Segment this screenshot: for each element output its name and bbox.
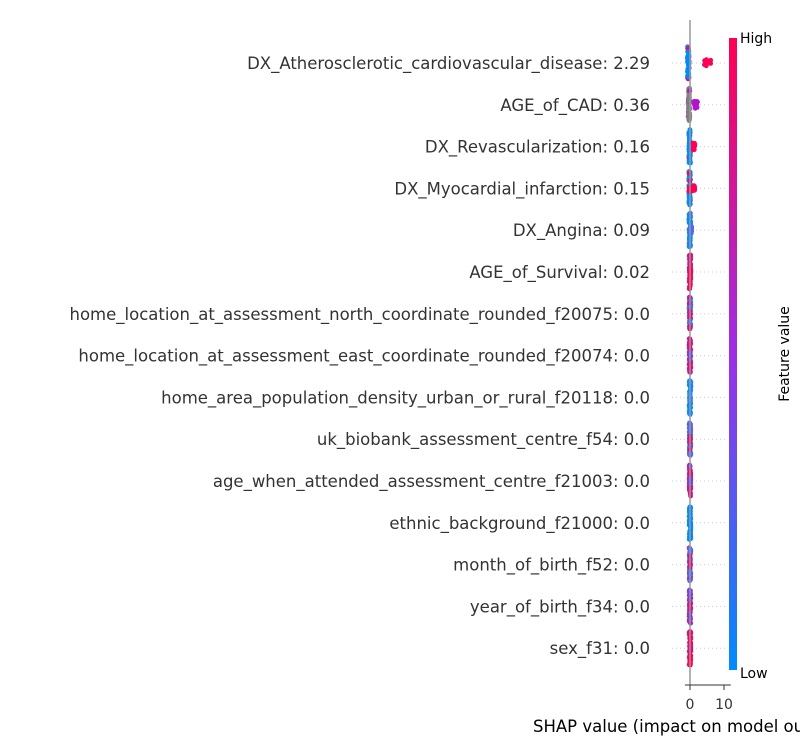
shap-point [688,384,694,389]
feature-label: AGE_of_CAD: 0.36 [500,96,650,116]
shap-point [686,61,692,66]
feature-label: age_when_attended_assessment_centre_f210… [213,472,650,492]
x-axis-ticks: 0 10 [686,685,733,713]
feature-label: uk_biobank_assessment_centre_f54: 0.0 [317,430,650,450]
shap-point [686,211,692,217]
feature-label: year_of_birth_f34: 0.0 [470,597,650,617]
feature-label: sex_f31: 0.0 [550,639,650,659]
shap-point [686,662,692,668]
feature-label: DX_Atherosclerotic_cardiovascular_diseas… [247,54,650,74]
shap-point [708,57,714,63]
feature-label: month_of_birth_f52: 0.0 [453,556,650,576]
shap-point [704,58,710,64]
shap-point [686,131,692,137]
shap-point [686,300,692,306]
feature-label: DX_Revascularization: 0.16 [425,138,650,158]
shap-point [690,146,696,152]
shap-point [688,547,694,553]
feature-label: AGE_of_Survival: 0.02 [469,263,650,283]
colorbar-low-label: Low [740,666,768,682]
shap-point [686,278,692,284]
colorbar [729,38,737,670]
shap-point [692,187,697,193]
feature-label: DX_Angina: 0.09 [513,221,650,241]
x-axis-title: SHAP value (impact on model output) [533,717,800,736]
shap-point [692,183,697,189]
feature-label: home_area_population_density_urban_or_ru… [161,388,650,408]
shap-point [692,102,697,108]
feature-label: home_location_at_assessment_east_coordin… [78,347,650,367]
colorbar-title: Feature value [777,306,793,402]
feature-label: home_location_at_assessment_north_coordi… [69,305,650,325]
feature-label: ethnic_background_f21000: 0.0 [389,514,650,534]
x-tick-label: 10 [715,697,733,713]
x-tick-label: 0 [686,697,695,713]
colorbar-high-label: High [740,31,772,47]
shap-point [686,66,692,71]
feature-label: DX_Myocardial_infarction: 0.15 [394,179,650,199]
shap-point [692,140,697,146]
feature-rows: DX_Atherosclerotic_cardiovascular_diseas… [69,54,725,659]
shap-point [686,200,692,206]
